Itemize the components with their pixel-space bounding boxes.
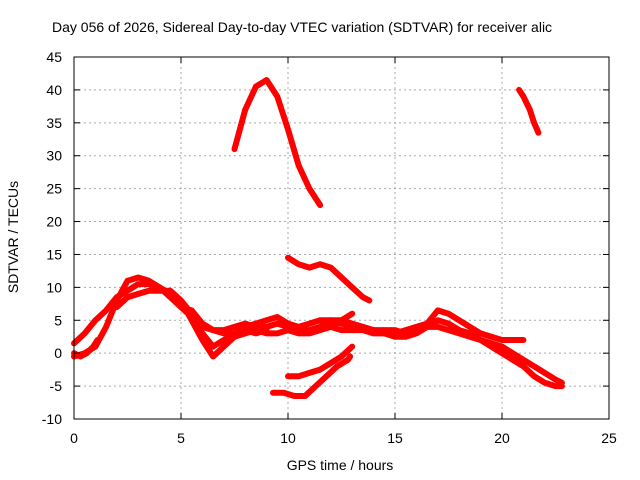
y-tick-label: 45 xyxy=(46,49,62,65)
grid xyxy=(74,57,609,419)
y-tick-label: 25 xyxy=(46,181,62,197)
x-tick-label: 25 xyxy=(601,430,617,446)
y-tick-label: 30 xyxy=(46,148,62,164)
y-axis-title: SDTVAR / TECUs xyxy=(5,181,21,293)
x-tick-label: 5 xyxy=(177,430,185,446)
series-track-6 xyxy=(231,77,324,209)
y-tick-label: 5 xyxy=(54,312,62,328)
series-track-5 xyxy=(71,337,101,360)
chart-title: Day 056 of 2026, Sidereal Day-to-day VTE… xyxy=(52,19,552,35)
series-track-3 xyxy=(113,287,356,360)
series-track-10 xyxy=(270,353,354,399)
x-axis-title: GPS time / hours xyxy=(287,457,394,473)
y-tick-label: 40 xyxy=(46,82,62,98)
series-track-2 xyxy=(71,274,565,390)
series-layer xyxy=(71,77,565,399)
y-tick-label: -10 xyxy=(42,411,62,427)
y-tick-label: -5 xyxy=(50,378,63,394)
x-tick-label: 0 xyxy=(70,430,78,446)
y-tick-label: 0 xyxy=(54,345,62,361)
axis-ticks: 0 5 10 15 20 25 -10 -5 0 5 10 15 20 25 30 35 40 45 xyxy=(42,49,617,446)
series-track-7 xyxy=(285,254,373,304)
x-tick-label: 15 xyxy=(387,430,403,446)
y-tick-label: 20 xyxy=(46,214,62,230)
x-tick-label: 10 xyxy=(280,430,296,446)
series-track-9 xyxy=(285,343,356,380)
plot-frame xyxy=(73,56,610,420)
x-tick-label: 20 xyxy=(494,430,510,446)
series-track-11 xyxy=(178,304,270,337)
series-track-4 xyxy=(317,307,527,343)
series-track-8 xyxy=(516,86,542,136)
y-tick-label: 15 xyxy=(46,246,62,262)
y-tick-label: 35 xyxy=(46,115,62,131)
y-tick-label: 10 xyxy=(46,279,62,295)
